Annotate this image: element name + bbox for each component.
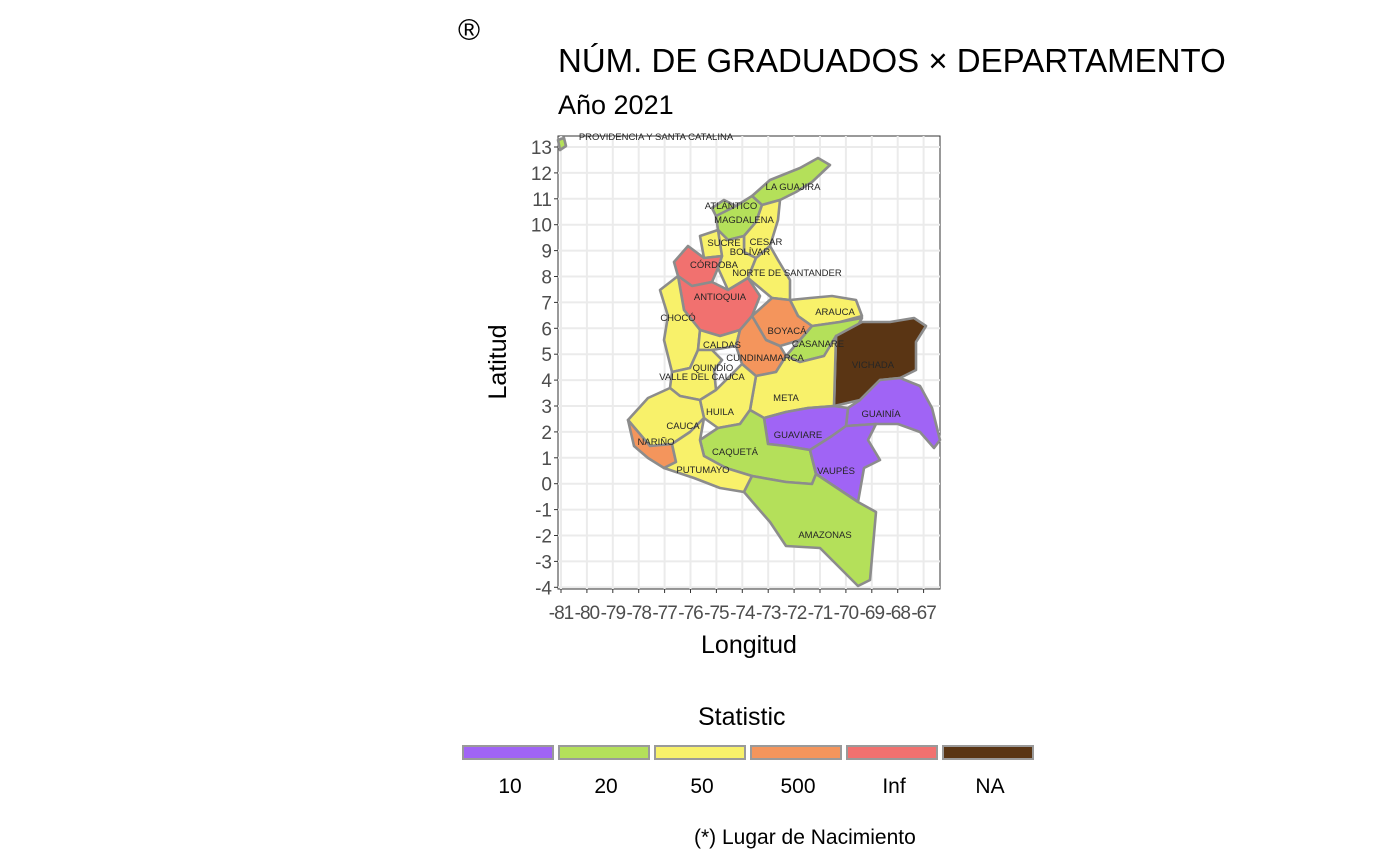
label-sucre: SUCRE (707, 238, 740, 249)
label-antioquia: ANTIOQUIA (694, 292, 747, 303)
y-tick-label: 6 (541, 319, 552, 340)
label-guainia: GUAINÍA (861, 409, 901, 420)
dept-amazonas (742, 472, 878, 588)
label-casanare: CASANARE (792, 339, 844, 350)
y-tick-label: -3 (535, 552, 552, 573)
y-tick-label: -4 (535, 578, 552, 599)
registered-logo: ® (458, 14, 481, 47)
label-providencia: PROVIDENCIA Y SANTA CATALINA (579, 132, 734, 143)
legend-key-50 (654, 745, 746, 760)
label-vaupes: VAUPÉS (817, 466, 855, 477)
label-vichada: VICHADA (852, 360, 895, 371)
department-polygons (556, 136, 942, 588)
dept-norte-santander (746, 244, 792, 302)
x-tick-label: -76 (678, 603, 703, 624)
label-choco: CHOCÓ (660, 313, 695, 324)
label-norte-santander: NORTE DE SANTANDER (732, 268, 842, 279)
x-tick-label: -78 (626, 603, 651, 624)
label-magdalena: MAGDALENA (714, 215, 774, 226)
label-valle: VALLE DEL CAUCA (659, 372, 745, 383)
x-tick-label: -80 (575, 603, 600, 624)
x-tick-label: -68 (885, 603, 910, 624)
label-putumayo: PUTUMAYO (676, 465, 729, 476)
x-tick-label: -75 (704, 603, 729, 624)
label-cordoba: CÓRDOBA (690, 260, 739, 271)
label-cesar: CESAR (750, 237, 783, 248)
x-axis-ticks: -81 -80 -79 -78 -77 -76 -75 -74 -73 -72 -71 -70 -69-… (549, 589, 937, 624)
x-tick-label: -81 (549, 603, 574, 624)
y-tick-label: 5 (541, 345, 552, 366)
map-title: NÚM. DE GRADUADOS × DEPARTAMENTO (558, 42, 1226, 79)
label-boyaca: BOYACÁ (768, 326, 808, 337)
legend-title: Statistic (698, 703, 786, 731)
x-tick-label: -77 (652, 603, 677, 624)
y-axis-title: Latitud (484, 324, 512, 399)
legend-label-inf: Inf (882, 775, 906, 798)
x-tick-label: -72 (782, 603, 807, 624)
label-cundinamarca: CUNDINAMARCA (726, 353, 804, 364)
legend-label-na: NA (975, 775, 1005, 798)
y-tick-label: 3 (541, 397, 552, 418)
y-tick-label: 9 (541, 242, 552, 263)
label-huila: HUILA (706, 407, 735, 418)
label-cauca: CAUCA (666, 421, 700, 432)
label-arauca: ARAUCA (815, 307, 855, 318)
department-labels: PROVIDENCIA Y SANTA CATALINA LA GUAJIRA … (579, 132, 901, 541)
y-tick-label: 8 (541, 268, 552, 289)
y-tick-label: 0 (541, 475, 552, 496)
y-tick-label: 2 (541, 423, 552, 444)
label-caldas: CALDAS (703, 340, 741, 351)
x-tick-label: -71 (808, 603, 833, 624)
y-tick-label: -2 (535, 527, 552, 548)
legend-keys (462, 745, 1038, 760)
caption: (*) Lugar de Nacimiento (694, 826, 916, 849)
label-bolivar: BOLÍVAR (730, 247, 771, 258)
legend-label-500: 500 (780, 775, 816, 798)
legend-key-20 (558, 745, 650, 760)
x-tick-label: -74 (730, 603, 756, 624)
y-tick-label: 12 (531, 164, 552, 185)
label-quindio: QUINDÍO (693, 363, 734, 374)
label-amazonas: AMAZONAS (798, 530, 851, 541)
legend-key-na (942, 745, 1034, 760)
label-meta: META (773, 393, 799, 404)
y-tick-label: -1 (535, 501, 552, 522)
x-tick-label: -79 (601, 603, 626, 624)
x-axis-title: Longitud (701, 631, 797, 659)
map-subtitle: Año 2021 (558, 90, 674, 120)
dept-vichada (832, 316, 928, 408)
legend-label-50: 50 (690, 775, 714, 798)
x-tick-label: -73 (756, 603, 781, 624)
y-tick-label: 1 (541, 449, 552, 470)
x-tick-label: -70 (834, 603, 859, 624)
legend-label-20: 20 (594, 775, 618, 798)
dept-providencia (556, 136, 568, 152)
y-tick-label: 7 (541, 293, 552, 314)
legend-label-10: 10 (498, 775, 522, 798)
y-tick-label: 10 (531, 216, 552, 237)
legend-key-500 (750, 745, 842, 760)
legend-key-inf (846, 745, 938, 760)
label-narino: NARIÑO (638, 437, 675, 448)
label-guaviare: GUAVIARE (774, 430, 822, 441)
x-tick-label: -69 (860, 603, 885, 624)
legend-key-10 (462, 745, 554, 760)
y-tick-label: 11 (532, 190, 552, 211)
y-tick-label: 4 (541, 371, 552, 392)
label-atlantico: ATLÁNTICO (705, 201, 758, 212)
y-tick-label: 13 (531, 138, 552, 159)
label-la-guajira: LA GUAJIRA (766, 182, 822, 193)
label-caqueta: CAQUETÁ (712, 447, 759, 458)
dept-putumayo (662, 416, 754, 494)
x-tick-label: -67 (911, 603, 936, 624)
